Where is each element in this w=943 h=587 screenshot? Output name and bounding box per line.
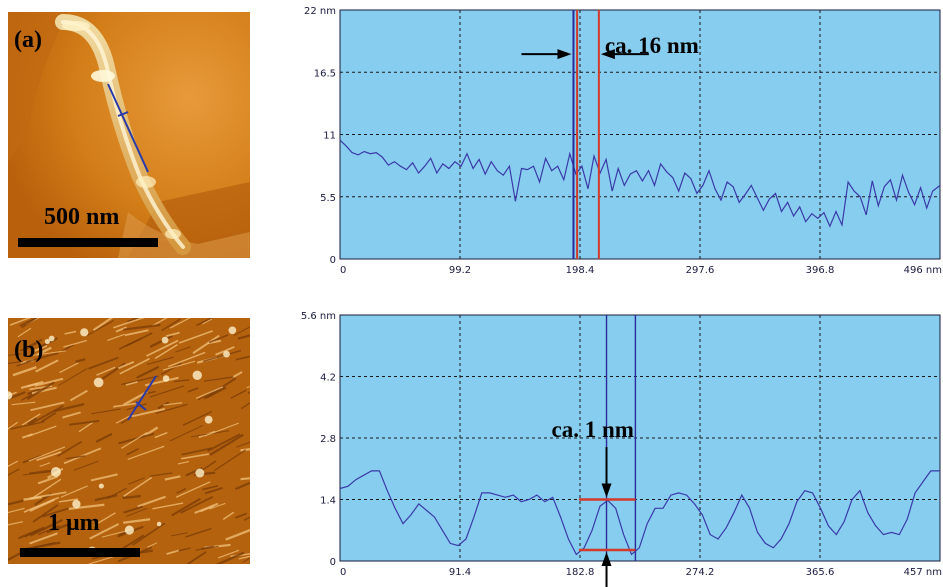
y-tick-label-b: 0 [330, 557, 336, 568]
y-tick-label-b: 2.8 [320, 434, 336, 445]
x-tick-label-a: 496 nm [904, 265, 942, 276]
x-tick-label-a: 396.8 [806, 265, 835, 276]
profile-line-b [339, 470, 940, 556]
x-tick-label-b: 0 [340, 567, 346, 578]
x-tick-label-a: 297.6 [686, 265, 715, 276]
annotation-b: ca. 1 nm [552, 417, 634, 442]
y-tick-label-a: 16.5 [314, 68, 336, 79]
arrow-down-head-b [601, 483, 612, 498]
x-tick-label-b: 365.6 [806, 567, 835, 578]
x-tick-label-a: 99.2 [449, 265, 471, 276]
arrow-right-head-a [600, 49, 615, 60]
scale-bar-label-a: 500 nm [44, 204, 120, 230]
y-tick-label-a: 22 nm [304, 6, 336, 17]
panel-label-a: (a) [14, 27, 42, 53]
scale-bar-a [18, 238, 158, 247]
x-tick-label-a: 198.4 [566, 265, 595, 276]
x-tick-label-b: 274.2 [686, 567, 715, 578]
y-tick-label-a: 0 [330, 255, 336, 266]
arrow-up-head-b [601, 552, 612, 567]
y-tick-label-a: 11 [323, 131, 336, 142]
y-tick-label-b: 5.6 nm [301, 311, 336, 322]
panel-label-b: (b) [14, 337, 44, 363]
x-tick-label-b: 182.8 [566, 567, 595, 578]
annotation-a: ca. 16 nm [605, 33, 699, 58]
scale-bar-b [20, 548, 140, 557]
arrow-left-head-a [557, 49, 572, 60]
scale-bar-label-b: 1 μm [48, 510, 100, 536]
x-tick-label-b: 91.4 [449, 567, 471, 578]
y-tick-label-b: 4.2 [320, 373, 336, 384]
profile-line-a [339, 139, 941, 228]
afm-image-b [8, 318, 250, 564]
x-tick-label-b: 457 nm [904, 567, 942, 578]
x-tick-label-a: 0 [340, 265, 346, 276]
y-tick-label-a: 5.5 [320, 193, 336, 204]
y-tick-label-b: 1.4 [320, 496, 336, 507]
